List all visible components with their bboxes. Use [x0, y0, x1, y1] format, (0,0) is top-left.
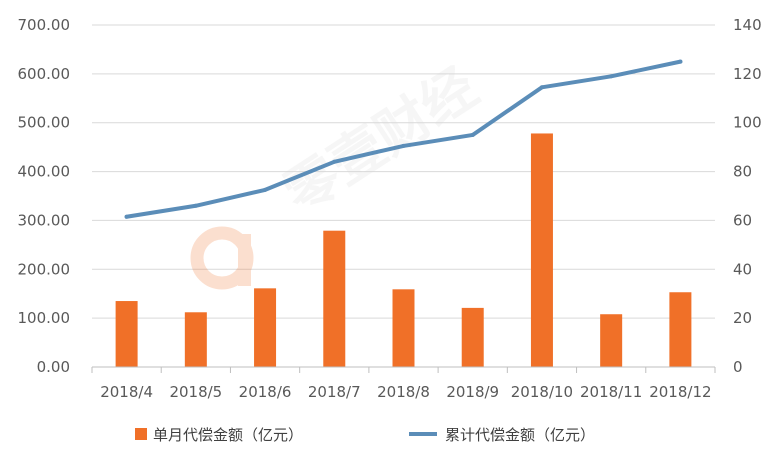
bar	[184, 312, 207, 367]
y-right-tick-label: 140	[733, 16, 762, 34]
line-point	[470, 132, 475, 137]
y-right-tick-label: 100	[733, 114, 762, 132]
bar	[392, 289, 415, 367]
legend-label-bar: 单月代偿金额（亿元）	[153, 426, 303, 444]
bar	[254, 288, 277, 367]
x-tick-label: 2018/9	[446, 383, 499, 401]
y-right-tick-label: 40	[733, 260, 752, 278]
line-point	[539, 85, 544, 90]
bar-series	[115, 133, 692, 367]
legend: 单月代偿金额（亿元） 累计代偿金额（亿元）	[135, 426, 595, 444]
y-left-tick-label: 600.00	[18, 65, 71, 83]
x-tick-label: 2018/7	[308, 383, 361, 401]
x-tick-label: 2018/10	[511, 383, 573, 401]
line-point	[124, 214, 129, 219]
y-left-tick-label: 0.00	[37, 358, 70, 376]
bar	[600, 314, 623, 367]
line-point	[678, 59, 683, 64]
legend-label-line: 累计代偿金额（亿元）	[445, 426, 595, 444]
y-right-tick-label: 0	[733, 358, 743, 376]
y-left-tick-label: 700.00	[18, 16, 71, 34]
bar	[461, 307, 484, 367]
legend-swatch-bar	[135, 428, 147, 440]
line-point	[332, 159, 337, 164]
x-tick-label: 2018/4	[100, 383, 153, 401]
y-left-tick-label: 200.00	[18, 260, 71, 278]
x-tick-label: 2018/12	[649, 383, 711, 401]
bar	[323, 230, 346, 367]
axes	[91, 366, 716, 373]
bar	[669, 292, 692, 367]
bar	[530, 133, 553, 367]
x-tick-label: 2018/8	[377, 383, 430, 401]
gridlines	[92, 24, 715, 319]
line-point	[401, 143, 406, 148]
bar	[115, 301, 138, 367]
y-left-tick-label: 400.00	[18, 163, 71, 181]
line-point	[193, 203, 198, 208]
tick-labels: 0.00 0 100.00 20 200.00 40 300.00 60 400.00 80 500…	[18, 16, 762, 401]
y-right-tick-label: 80	[733, 163, 752, 181]
x-tick-label: 2018/11	[580, 383, 642, 401]
y-left-tick-label: 300.00	[18, 211, 71, 229]
y-left-tick-label: 100.00	[18, 309, 71, 327]
watermark-text: 零壹财经	[272, 55, 488, 226]
x-tick-label: 2018/6	[239, 383, 292, 401]
y-right-tick-label: 120	[733, 65, 762, 83]
y-right-tick-label: 60	[733, 211, 752, 229]
x-tick-label: 2018/5	[169, 383, 222, 401]
y-right-tick-label: 20	[733, 309, 752, 327]
line-point	[263, 187, 268, 192]
y-left-tick-label: 500.00	[18, 114, 71, 132]
line-point	[609, 74, 614, 79]
line-series	[124, 59, 683, 219]
